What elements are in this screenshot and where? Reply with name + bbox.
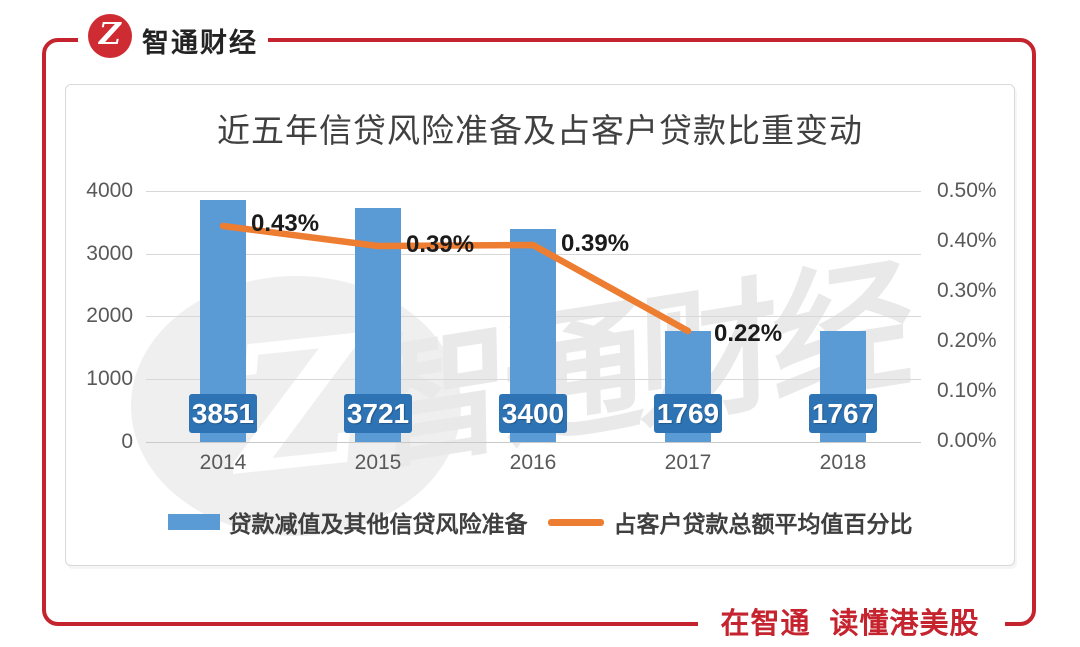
line-label-2017: 0.22%: [714, 320, 783, 347]
x-axis-line: [146, 442, 921, 443]
line-label-2016: 0.39%: [561, 230, 630, 257]
legend-bar-swatch: [167, 514, 220, 530]
left-axis-tick: 0: [121, 430, 133, 453]
right-axis-tick: 0.10%: [937, 379, 997, 402]
red-frame-border: [42, 38, 1036, 626]
x-label-2018: 2018: [819, 451, 867, 474]
logo-z-glyph: Z: [99, 17, 121, 52]
right-axis-tick: 0.00%: [937, 429, 997, 452]
bar-value-2018: 1767: [809, 394, 877, 433]
x-label-2014: 2014: [199, 451, 247, 474]
right-axis-tick: 0.20%: [937, 329, 997, 352]
left-axis-tick: 3000: [86, 242, 133, 265]
legend-bar-label: 贷款减值及其他信贷风险准备: [228, 511, 528, 537]
bar-value-2014: 3851: [189, 394, 257, 433]
brand-name: 智通财经: [142, 28, 258, 58]
x-label-2017: 2017: [664, 451, 712, 474]
legend-line-label: 占客户贷款总额平均值百分比: [613, 511, 913, 537]
left-axis-tick: 4000: [86, 179, 133, 202]
brand-logo-icon: Z: [88, 14, 132, 58]
gridline-4000: [146, 191, 921, 192]
right-axis-tick: 0.40%: [937, 229, 997, 252]
bar-value-2016: 3400: [499, 394, 567, 433]
right-axis-tick: 0.30%: [937, 279, 997, 302]
line-label-2015: 0.39%: [406, 231, 475, 258]
chart-panel: Z 智通财经 近五年信贷风险准备及占客户贷款比重变动 4000 3000 200…: [65, 84, 1015, 566]
left-axis-tick: 1000: [86, 367, 133, 390]
bar-value-2015: 3721: [344, 394, 412, 433]
line-label-2014: 0.43%: [251, 210, 320, 237]
percentage-line: [219, 222, 692, 335]
legend: 贷款减值及其他信贷风险准备 占客户贷款总额平均值百分比: [66, 505, 1014, 539]
brand-slogan: 在智通 读懂港美股: [700, 606, 1000, 642]
chart-title: 近五年信贷风险准备及占客户贷款比重变动: [217, 111, 863, 150]
x-label-2015: 2015: [354, 451, 402, 474]
right-axis-tick: 0.50%: [937, 179, 997, 202]
left-axis-tick: 2000: [86, 304, 133, 327]
legend-line-swatch: [547, 518, 604, 526]
bar-value-2017: 1769: [654, 394, 722, 433]
x-label-2016: 2016: [509, 451, 557, 474]
